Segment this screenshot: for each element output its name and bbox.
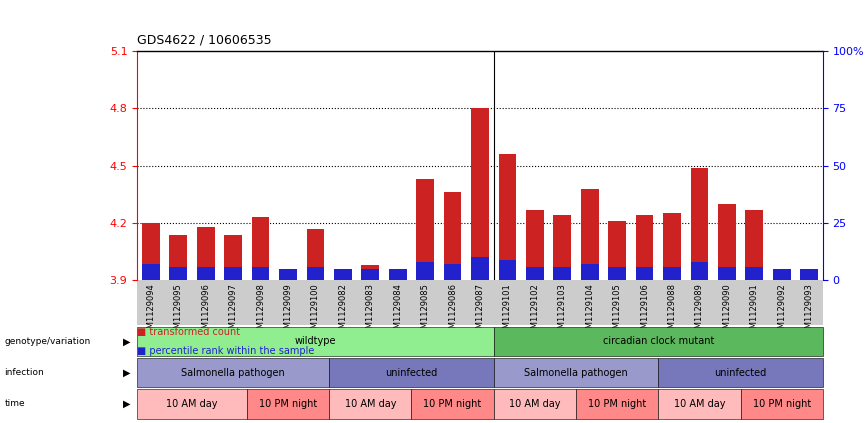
Bar [224, 234, 242, 280]
Bar [169, 266, 187, 280]
Bar [142, 264, 160, 280]
Bar [197, 227, 214, 280]
Bar [526, 210, 543, 280]
Bar [746, 210, 763, 280]
Text: 10 AM day: 10 AM day [345, 399, 396, 409]
Bar [773, 269, 791, 280]
Bar [417, 179, 434, 280]
Bar [252, 266, 269, 280]
Text: genotype/variation: genotype/variation [4, 337, 90, 346]
Bar [800, 269, 818, 280]
Text: 10 PM night: 10 PM night [753, 399, 811, 409]
Bar [306, 229, 325, 280]
Bar [581, 264, 599, 280]
Bar [773, 275, 791, 280]
Bar [142, 223, 160, 280]
Text: wildtype: wildtype [294, 336, 336, 346]
Bar [498, 154, 516, 280]
Text: 10 PM night: 10 PM night [588, 399, 647, 409]
Bar [691, 262, 708, 280]
Text: uninfected: uninfected [714, 368, 766, 378]
Bar [663, 214, 681, 280]
Bar [334, 269, 352, 280]
Bar [334, 271, 352, 280]
Bar [224, 266, 242, 280]
Text: ■ transformed count: ■ transformed count [137, 327, 240, 337]
Bar [800, 269, 818, 280]
Text: time: time [4, 399, 25, 409]
Bar [608, 266, 626, 280]
Text: Salmonella pathogen: Salmonella pathogen [181, 368, 285, 378]
Bar [718, 204, 736, 280]
Bar [554, 266, 571, 280]
Bar [635, 215, 654, 280]
Text: ■ percentile rank within the sample: ■ percentile rank within the sample [137, 346, 314, 356]
Text: ▶: ▶ [122, 368, 130, 378]
Bar [554, 215, 571, 280]
Text: infection: infection [4, 368, 44, 377]
Bar [608, 221, 626, 280]
Bar [718, 266, 736, 280]
Text: Salmonella pathogen: Salmonella pathogen [524, 368, 628, 378]
Bar [361, 265, 379, 280]
Bar [526, 266, 543, 280]
Bar [169, 234, 187, 280]
Bar [635, 266, 654, 280]
Bar [389, 271, 406, 280]
Bar [389, 269, 406, 280]
Bar [444, 192, 462, 280]
Bar [417, 262, 434, 280]
Bar [444, 264, 462, 280]
Text: 10 PM night: 10 PM night [424, 399, 482, 409]
Bar [361, 269, 379, 280]
Text: 10 AM day: 10 AM day [510, 399, 561, 409]
Bar [498, 260, 516, 280]
Text: 10 AM day: 10 AM day [674, 399, 725, 409]
Bar [279, 269, 297, 280]
Bar [691, 168, 708, 280]
Text: uninfected: uninfected [385, 368, 437, 378]
Bar [197, 266, 214, 280]
Bar [581, 189, 599, 280]
Text: 10 AM day: 10 AM day [167, 399, 218, 409]
Text: ▶: ▶ [122, 399, 130, 409]
Bar [306, 266, 325, 280]
Bar [279, 275, 297, 280]
Text: GDS4622 / 10606535: GDS4622 / 10606535 [137, 33, 272, 47]
Text: 10 PM night: 10 PM night [259, 399, 317, 409]
Bar [746, 266, 763, 280]
Text: ▶: ▶ [122, 336, 130, 346]
Bar [471, 108, 489, 280]
Text: circadian clock mutant: circadian clock mutant [602, 336, 714, 346]
Bar [252, 217, 269, 280]
Bar [471, 258, 489, 280]
Bar [663, 266, 681, 280]
